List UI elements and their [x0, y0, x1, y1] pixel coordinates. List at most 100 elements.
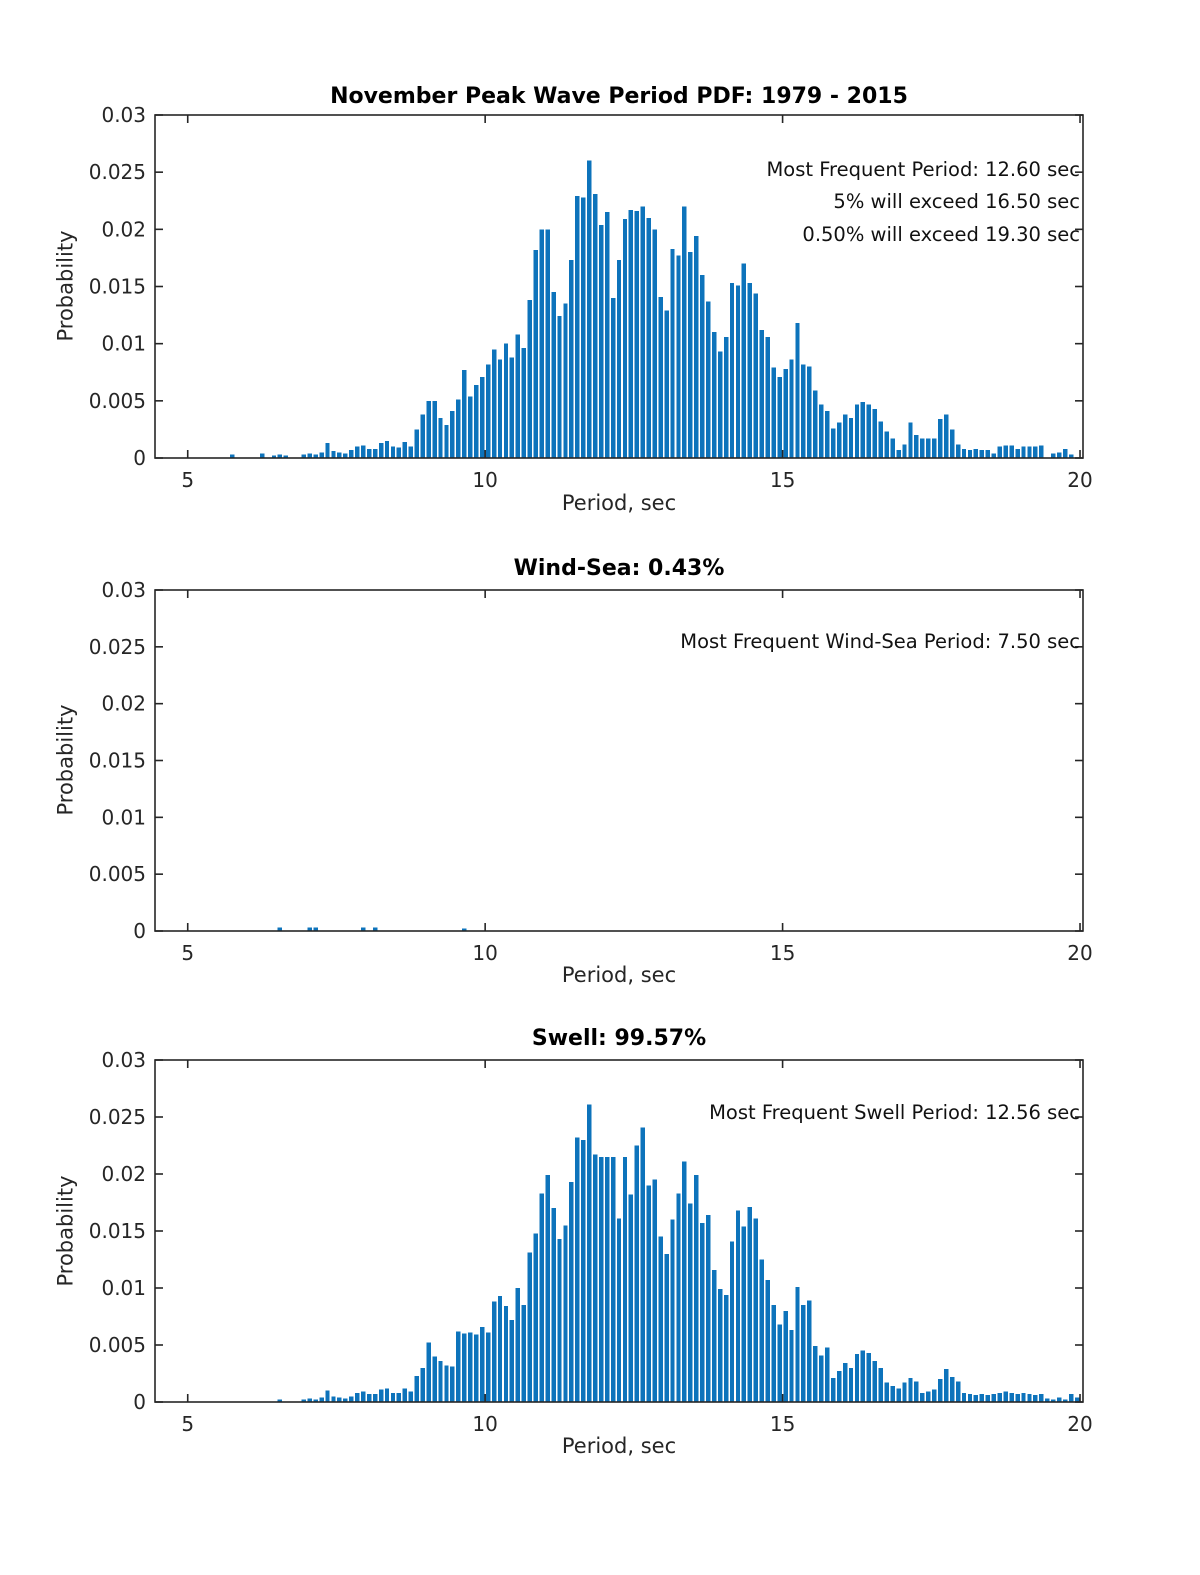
histogram-bar: [991, 453, 996, 458]
histogram-bar: [819, 1355, 824, 1402]
histogram-bar: [396, 447, 402, 458]
histogram-bar: [938, 1379, 943, 1402]
histogram-bar: [479, 1326, 485, 1402]
histogram-bar: [795, 1286, 800, 1402]
histogram-bar: [426, 400, 431, 458]
histogram-bar: [438, 417, 443, 458]
histogram-bar: [277, 454, 283, 458]
histogram-bar: [765, 336, 770, 458]
histogram-bar: [539, 229, 544, 458]
histogram-bar: [563, 303, 568, 458]
histogram-bar: [616, 260, 622, 458]
histogram-bar: [444, 1365, 449, 1402]
histogram-bar: [890, 438, 895, 458]
histogram-bar: [842, 1363, 848, 1402]
histogram-bar: [878, 421, 883, 458]
histogram-bar: [628, 1194, 634, 1402]
histogram-bar: [343, 1398, 348, 1402]
histogram-bar: [735, 1210, 741, 1402]
chart1-annotation-5pct-exceed: 5% will exceed 16.50 sec: [833, 190, 1080, 213]
histogram-bar: [581, 197, 586, 458]
y-tick-label: 0.025: [89, 1105, 146, 1129]
histogram-bar: [1068, 1394, 1074, 1402]
histogram-bar: [432, 1356, 437, 1402]
histogram-bar: [271, 455, 277, 458]
histogram-bar: [854, 404, 860, 458]
histogram-bar: [700, 1223, 705, 1402]
chart2-title: Wind-Sea: 0.43%: [513, 556, 725, 581]
histogram-bar: [753, 1218, 759, 1402]
histogram-bar: [908, 422, 913, 458]
x-tick-label: 10: [472, 941, 497, 965]
histogram-bar: [949, 1376, 955, 1402]
histogram-bar: [313, 1399, 318, 1402]
histogram-bar: [729, 1241, 735, 1402]
histogram-bar: [545, 1175, 550, 1402]
y-tick-label: 0.01: [101, 1276, 146, 1300]
histogram-bar: [462, 369, 467, 458]
histogram-bar: [259, 453, 265, 458]
histogram-bar: [384, 440, 390, 458]
histogram-bar: [349, 1396, 354, 1402]
histogram-bar: [325, 1390, 330, 1402]
histogram-bar: [664, 1253, 669, 1402]
y-tick-label: 0.015: [89, 275, 146, 299]
histogram-bar: [943, 414, 949, 458]
histogram-bar: [801, 364, 806, 458]
y-tick-label: 0.01: [101, 805, 146, 829]
histogram-bar: [497, 359, 503, 458]
histogram-bar: [533, 1233, 538, 1402]
y-tick-label: 0: [133, 919, 146, 943]
y-tick-label: 0.025: [89, 160, 146, 184]
histogram-bar: [783, 368, 788, 458]
histogram-bar: [997, 446, 1002, 458]
histogram-bar: [1045, 1398, 1050, 1402]
histogram-bar: [349, 450, 354, 458]
y-tick-label: 0.005: [89, 1333, 146, 1357]
y-tick-label: 0.02: [101, 217, 146, 241]
histogram-bar: [444, 424, 449, 458]
histogram-bar: [967, 1394, 973, 1402]
histogram-bar: [414, 1375, 419, 1402]
x-tick-label: 15: [770, 941, 795, 965]
histogram-bar: [479, 376, 485, 458]
histogram-bar: [503, 343, 509, 458]
chart3-annotation-most-frequent: Most Frequent Swell Period: 12.56 sec: [709, 1101, 1080, 1124]
histogram-bar: [759, 1259, 764, 1402]
histogram-bar: [848, 417, 854, 458]
histogram-bar: [361, 445, 366, 458]
histogram-bar: [468, 396, 473, 458]
histogram-bar: [509, 1319, 515, 1402]
histogram-bar: [366, 1394, 372, 1402]
histogram-bar: [551, 1208, 556, 1402]
histogram-bar: [700, 275, 705, 458]
x-tick-label: 15: [770, 468, 795, 492]
histogram-bar: [807, 1300, 812, 1402]
y-tick-label: 0.01: [101, 332, 146, 356]
x-tick-label: 5: [181, 1412, 194, 1436]
histogram-bar: [789, 1330, 794, 1402]
y-tick-label: 0: [133, 446, 146, 470]
histogram-bar: [729, 283, 735, 458]
histogram-bar: [366, 448, 372, 458]
histogram-bar: [777, 1324, 782, 1402]
histogram-bar: [1057, 1397, 1062, 1402]
histogram-bar: [1003, 445, 1008, 458]
histogram-bar: [1021, 446, 1026, 458]
chart2-y-axis-label: Probability: [53, 704, 78, 816]
histogram-bar: [771, 367, 776, 458]
histogram-bar: [914, 1381, 919, 1402]
histogram-bar: [575, 1137, 580, 1402]
histogram-bar: [872, 1360, 877, 1402]
chart3-y-axis-label: Probability: [53, 1175, 78, 1287]
chart3-x-axis-label: Period, sec: [561, 1434, 677, 1458]
histogram-bar: [622, 1156, 628, 1402]
histogram-bar: [533, 249, 538, 458]
histogram-bar: [902, 1382, 907, 1402]
histogram-bar: [575, 196, 580, 458]
chart3-title: Swell: 99.57%: [531, 1026, 707, 1051]
histogram-bar: [1033, 1395, 1038, 1402]
histogram-bar: [1015, 1394, 1020, 1402]
x-tick-label: 5: [181, 468, 194, 492]
histogram-bar: [587, 160, 592, 459]
